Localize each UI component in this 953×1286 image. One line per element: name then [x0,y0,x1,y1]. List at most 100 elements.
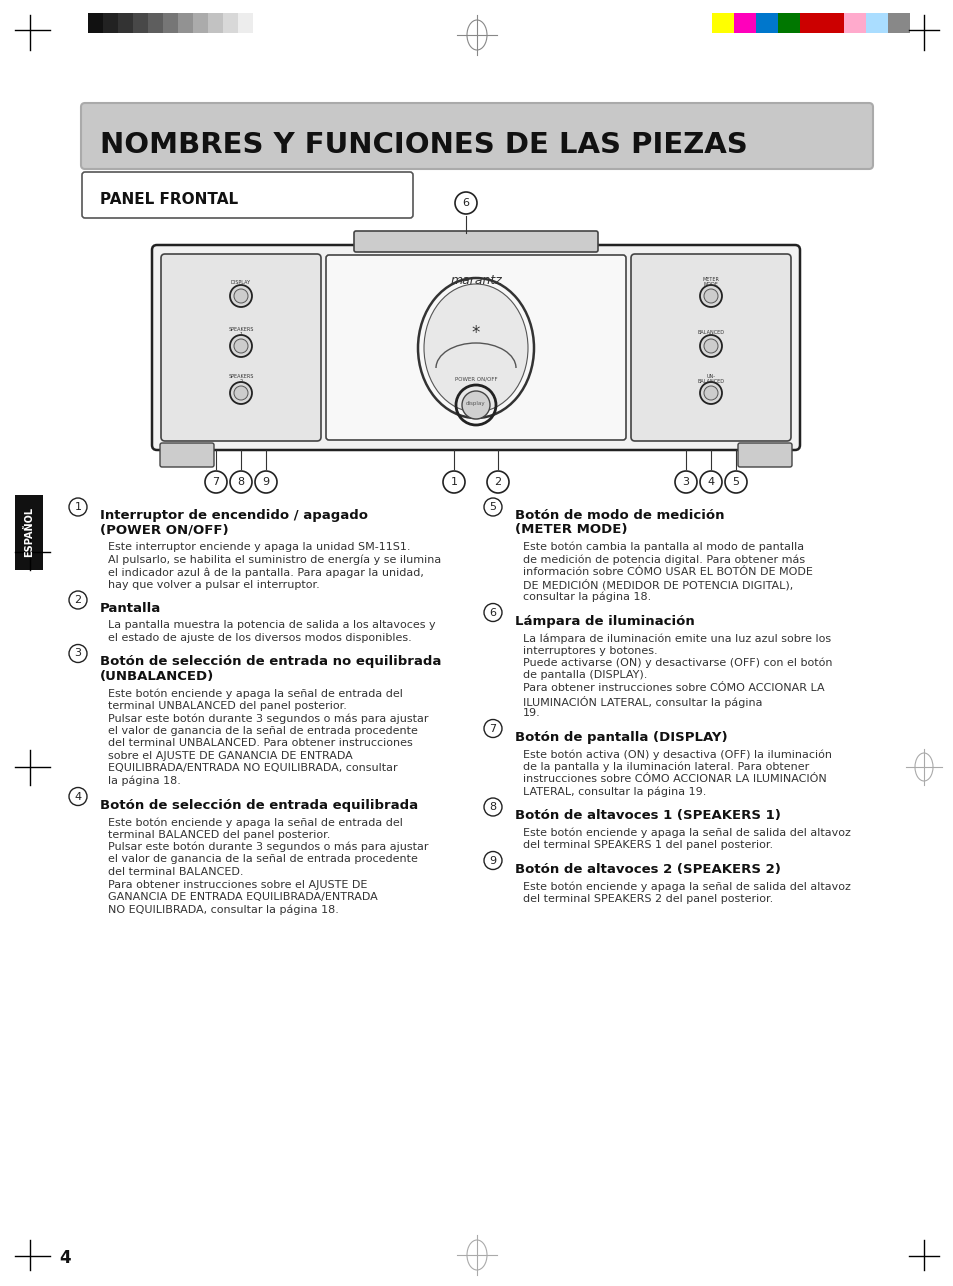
Text: NO EQUILIBRADA, consultar la página 18.: NO EQUILIBRADA, consultar la página 18. [108,904,338,916]
FancyBboxPatch shape [161,255,320,441]
FancyBboxPatch shape [326,255,625,440]
Text: Al pulsarlo, se habilita el suministro de energía y se ilumina: Al pulsarlo, se habilita el suministro d… [108,554,441,565]
Text: Botón de selección de entrada equilibrada: Botón de selección de entrada equilibrad… [100,799,417,811]
Text: Este botón enciende y apaga la señal de entrada del: Este botón enciende y apaga la señal de … [108,817,402,827]
Circle shape [69,787,87,805]
Text: Botón de modo de medición: Botón de modo de medición [515,509,723,522]
Circle shape [455,192,476,213]
Text: GANANCIA DE ENTRADA EQUILIBRADA/ENTRADA: GANANCIA DE ENTRADA EQUILIBRADA/ENTRADA [108,892,377,901]
Text: 2: 2 [494,477,501,487]
Circle shape [483,603,501,621]
Text: 5: 5 [489,502,496,512]
Circle shape [461,391,490,419]
Text: de pantalla (DISPLAY).: de pantalla (DISPLAY). [522,670,647,680]
Text: 2: 2 [74,595,81,604]
Text: Pantalla: Pantalla [100,602,161,615]
FancyBboxPatch shape [82,172,413,219]
Text: sobre el AJUSTE DE GANANCIA DE ENTRADA: sobre el AJUSTE DE GANANCIA DE ENTRADA [108,751,353,761]
Text: Para obtener instrucciones sobre CÓMO ACCIONAR LA: Para obtener instrucciones sobre CÓMO AC… [522,683,823,693]
Text: ESPAÑOL: ESPAÑOL [24,507,34,557]
Text: del terminal SPEAKERS 1 del panel posterior.: del terminal SPEAKERS 1 del panel poster… [522,840,772,850]
Text: DE MEDICIÓN (MEDIDOR DE POTENCIA DIGITAL),: DE MEDICIÓN (MEDIDOR DE POTENCIA DIGITAL… [522,580,792,592]
Text: Este interruptor enciende y apaga la unidad SM-11S1.: Este interruptor enciende y apaga la uni… [108,541,410,552]
Text: 9: 9 [489,855,497,865]
Bar [843,13,865,33]
Text: Pulsar este botón durante 3 segundos o más para ajustar: Pulsar este botón durante 3 segundos o m… [108,842,428,853]
Circle shape [703,340,718,352]
Circle shape [230,334,252,358]
Text: Para obtener instrucciones sobre el AJUSTE DE: Para obtener instrucciones sobre el AJUS… [108,880,367,890]
Circle shape [700,471,721,493]
Circle shape [233,386,248,400]
Bar [103,13,118,33]
Circle shape [483,719,501,737]
FancyBboxPatch shape [630,255,790,441]
Text: BALANCED: BALANCED [697,329,723,334]
Text: Botón de altavoces 1 (SPEAKERS 1): Botón de altavoces 1 (SPEAKERS 1) [515,809,781,822]
Circle shape [700,334,721,358]
Text: La pantalla muestra la potencia de salida a los altavoces y: La pantalla muestra la potencia de salid… [108,621,436,630]
Circle shape [230,382,252,404]
Text: la página 18.: la página 18. [108,775,181,787]
Circle shape [233,289,248,303]
Bar [253,13,268,33]
FancyBboxPatch shape [354,231,598,252]
Bar [821,13,843,33]
Text: Pulsar este botón durante 3 segundos o más para ajustar: Pulsar este botón durante 3 segundos o m… [108,714,428,724]
Circle shape [233,340,248,352]
Bar [148,13,163,33]
Bar [88,13,103,33]
Text: Botón de altavoces 2 (SPEAKERS 2): Botón de altavoces 2 (SPEAKERS 2) [515,863,781,876]
Text: *: * [472,324,479,342]
Text: PANEL FRONTAL: PANEL FRONTAL [100,193,238,207]
Text: 3: 3 [74,648,81,658]
Text: display: display [466,400,485,405]
Circle shape [483,799,501,817]
Circle shape [675,471,697,493]
Text: 1: 1 [74,502,81,512]
Circle shape [724,471,746,493]
Text: Este botón enciende y apaga la señal de salida del altavoz: Este botón enciende y apaga la señal de … [522,881,850,891]
Circle shape [230,471,252,493]
Text: Interruptor de encendido / apagado: Interruptor de encendido / apagado [100,509,368,522]
Text: 7: 7 [489,724,497,733]
Text: terminal BALANCED del panel posterior.: terminal BALANCED del panel posterior. [108,829,330,840]
Text: 4: 4 [707,477,714,487]
Text: el valor de ganancia de la señal de entrada procedente: el valor de ganancia de la señal de entr… [108,727,417,736]
Text: el indicador azul â de la pantalla. Para apagar la unidad,: el indicador azul â de la pantalla. Para… [108,567,423,577]
Text: de medición de potencia digital. Para obtener más: de medición de potencia digital. Para ob… [522,554,804,565]
Text: 3: 3 [681,477,689,487]
Text: 19.: 19. [522,709,540,718]
FancyBboxPatch shape [152,246,800,450]
Text: hay que volver a pulsar el interruptor.: hay que volver a pulsar el interruptor. [108,580,319,589]
Text: de la pantalla y la iluminación lateral. Para obtener: de la pantalla y la iluminación lateral.… [522,761,808,772]
FancyBboxPatch shape [738,442,791,467]
Circle shape [442,471,464,493]
Bar [711,13,733,33]
Circle shape [700,285,721,307]
Text: METER
MODE: METER MODE [701,276,719,287]
Bar [208,13,223,33]
Text: Botón de selección de entrada no equilibrada: Botón de selección de entrada no equilib… [100,656,441,669]
Text: SPEAKERS
1: SPEAKERS 1 [228,327,253,337]
Circle shape [483,851,501,869]
Text: marantz: marantz [450,274,501,287]
Circle shape [486,471,509,493]
Text: información sobre CÓMO USAR EL BOTÓN DE MODE: información sobre CÓMO USAR EL BOTÓN DE … [522,567,812,577]
Text: instrucciones sobre CÓMO ACCIONAR LA ILUMINACIÓN: instrucciones sobre CÓMO ACCIONAR LA ILU… [522,774,826,784]
Circle shape [700,382,721,404]
Circle shape [230,285,252,307]
Text: 9: 9 [262,477,270,487]
Text: Este botón cambia la pantalla al modo de pantalla: Este botón cambia la pantalla al modo de… [522,541,803,553]
Text: NOMBRES Y FUNCIONES DE LAS PIEZAS: NOMBRES Y FUNCIONES DE LAS PIEZAS [100,131,747,159]
Circle shape [254,471,276,493]
Bar [800,13,821,33]
Bar [887,13,909,33]
Circle shape [69,592,87,610]
Text: 6: 6 [462,198,469,208]
Text: el valor de ganancia de la señal de entrada procedente: el valor de ganancia de la señal de entr… [108,854,417,864]
Text: ILUMINACIÓN LATERAL, consultar la página: ILUMINACIÓN LATERAL, consultar la página [522,696,761,707]
Text: POWER ON/OFF: POWER ON/OFF [455,377,497,382]
Bar [132,13,148,33]
Text: 8: 8 [237,477,244,487]
